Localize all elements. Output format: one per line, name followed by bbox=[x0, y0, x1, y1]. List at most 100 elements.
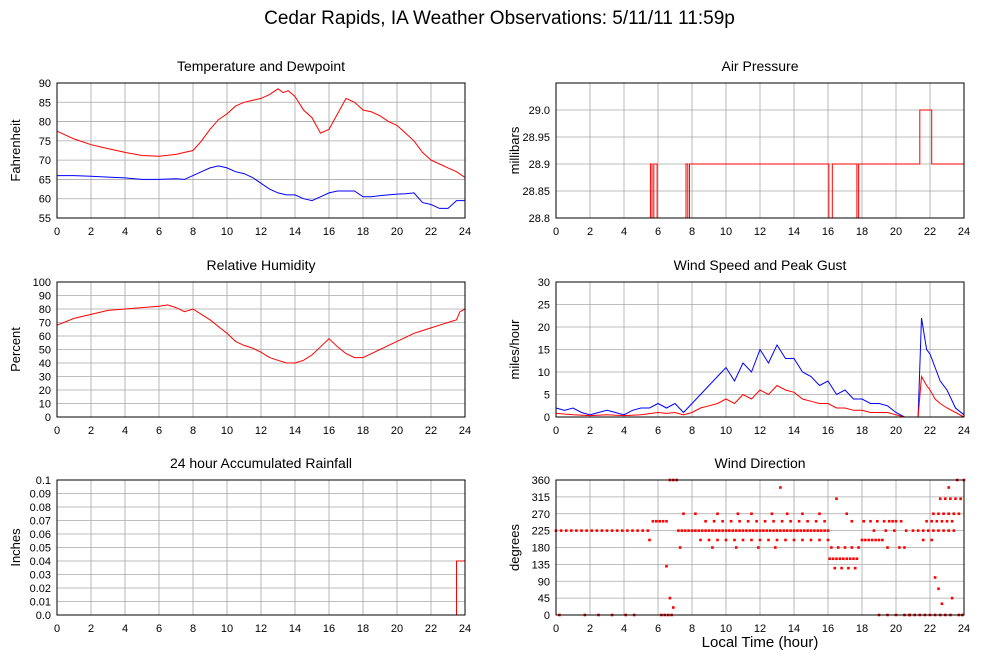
chart-humidity: 0 2 4 6 8 10 12 14 16 18 20 22 240102030405060708090… bbox=[8, 257, 471, 437]
chart-pressure: 0 2 4 6 8 10 12 14 16 18 20 22 2428.828.8528.928.952… bbox=[507, 58, 970, 238]
data-point bbox=[631, 529, 634, 532]
data-point bbox=[927, 529, 930, 532]
data-point bbox=[672, 606, 675, 609]
data-point bbox=[651, 519, 655, 523]
data-point bbox=[774, 546, 777, 549]
data-point bbox=[682, 512, 685, 516]
data-point bbox=[792, 538, 796, 542]
y-tick-label: 28.85 bbox=[522, 186, 550, 198]
y-tick-label: 0.04 bbox=[30, 556, 51, 568]
data-point bbox=[704, 519, 707, 523]
x-tick-label: 0 bbox=[54, 226, 60, 238]
data-point bbox=[700, 529, 704, 532]
data-point bbox=[745, 529, 748, 532]
y-tick-label: 0.06 bbox=[30, 529, 51, 541]
data-point bbox=[655, 519, 658, 523]
data-point bbox=[711, 546, 714, 549]
y-tick-label: 28.9 bbox=[529, 159, 550, 171]
y-tick-label: 20 bbox=[39, 385, 51, 397]
data-point bbox=[661, 519, 665, 523]
data-point bbox=[721, 519, 724, 523]
data-point bbox=[843, 546, 847, 549]
x-tick-label: 14 bbox=[289, 425, 301, 437]
x-tick-label: 18 bbox=[856, 425, 868, 437]
data-point bbox=[707, 538, 711, 542]
data-point bbox=[765, 529, 769, 532]
data-point bbox=[898, 546, 901, 549]
data-point bbox=[779, 529, 782, 532]
data-point bbox=[869, 519, 872, 523]
data-point bbox=[942, 512, 945, 516]
data-point bbox=[768, 529, 772, 532]
data-point bbox=[891, 519, 894, 523]
data-point bbox=[665, 564, 668, 568]
data-point bbox=[648, 538, 651, 542]
data-point bbox=[724, 538, 728, 542]
data-point bbox=[921, 529, 925, 532]
y-tick-label: 360 bbox=[532, 475, 550, 487]
x-tick-label: 16 bbox=[822, 226, 834, 238]
data-point bbox=[734, 529, 738, 532]
data-point bbox=[845, 557, 848, 561]
data-point bbox=[932, 529, 935, 532]
y-tick-label: 0.07 bbox=[30, 516, 51, 528]
data-point bbox=[949, 497, 952, 501]
data-point bbox=[848, 557, 852, 561]
x-tick-label: 2 bbox=[88, 425, 94, 437]
data-point bbox=[899, 519, 903, 523]
x-tick-label: 14 bbox=[289, 226, 301, 238]
y-tick-label: 0 bbox=[544, 412, 550, 424]
y-axis-label: miles/hour bbox=[507, 319, 522, 380]
data-point bbox=[835, 497, 838, 501]
x-tick-label: 18 bbox=[357, 226, 369, 238]
data-point bbox=[758, 529, 762, 532]
data-point bbox=[683, 529, 687, 532]
data-point bbox=[954, 497, 957, 501]
data-point bbox=[806, 519, 809, 523]
series-line-1 bbox=[56, 88, 466, 178]
data-point bbox=[801, 512, 804, 516]
y-tick-label: 50 bbox=[39, 345, 51, 357]
data-point bbox=[801, 538, 804, 542]
x-tick-label: 22 bbox=[924, 425, 936, 437]
x-tick-label: 12 bbox=[255, 226, 267, 238]
y-tick-label: 80 bbox=[39, 117, 51, 129]
data-point bbox=[716, 538, 719, 542]
x-tick-label: 6 bbox=[655, 425, 661, 437]
y-tick-label: 60 bbox=[39, 194, 51, 206]
data-point bbox=[750, 538, 753, 542]
data-point bbox=[813, 529, 816, 532]
x-tick-label: 22 bbox=[924, 226, 936, 238]
data-point bbox=[935, 519, 939, 523]
x-tick-label: 24 bbox=[958, 226, 970, 238]
x-tick-label: 12 bbox=[754, 226, 766, 238]
plot-frame bbox=[56, 479, 466, 616]
data-point bbox=[833, 566, 837, 570]
data-point bbox=[699, 538, 702, 542]
data-point bbox=[930, 519, 933, 523]
x-tick-label: 16 bbox=[323, 226, 335, 238]
data-point bbox=[944, 497, 947, 501]
x-tick-label: 20 bbox=[890, 425, 902, 437]
data-point bbox=[711, 529, 714, 532]
data-point bbox=[838, 557, 842, 561]
data-point bbox=[641, 529, 644, 532]
data-point bbox=[940, 602, 944, 606]
data-point bbox=[882, 519, 886, 523]
y-tick-label: 0.02 bbox=[30, 583, 51, 595]
y-axis-label: degrees bbox=[507, 524, 522, 571]
y-tick-label: 135 bbox=[532, 559, 550, 571]
x-tick-label: 10 bbox=[221, 623, 233, 635]
data-point bbox=[728, 529, 731, 532]
data-point bbox=[933, 576, 937, 579]
x-tick-label: 0 bbox=[553, 623, 559, 635]
data-point bbox=[729, 519, 733, 523]
x-tick-label: 12 bbox=[754, 623, 766, 635]
data-point bbox=[610, 529, 614, 532]
data-point bbox=[712, 519, 716, 523]
data-point bbox=[738, 519, 741, 523]
x-tick-label: 4 bbox=[122, 226, 128, 238]
y-tick-label: 10 bbox=[39, 399, 51, 411]
